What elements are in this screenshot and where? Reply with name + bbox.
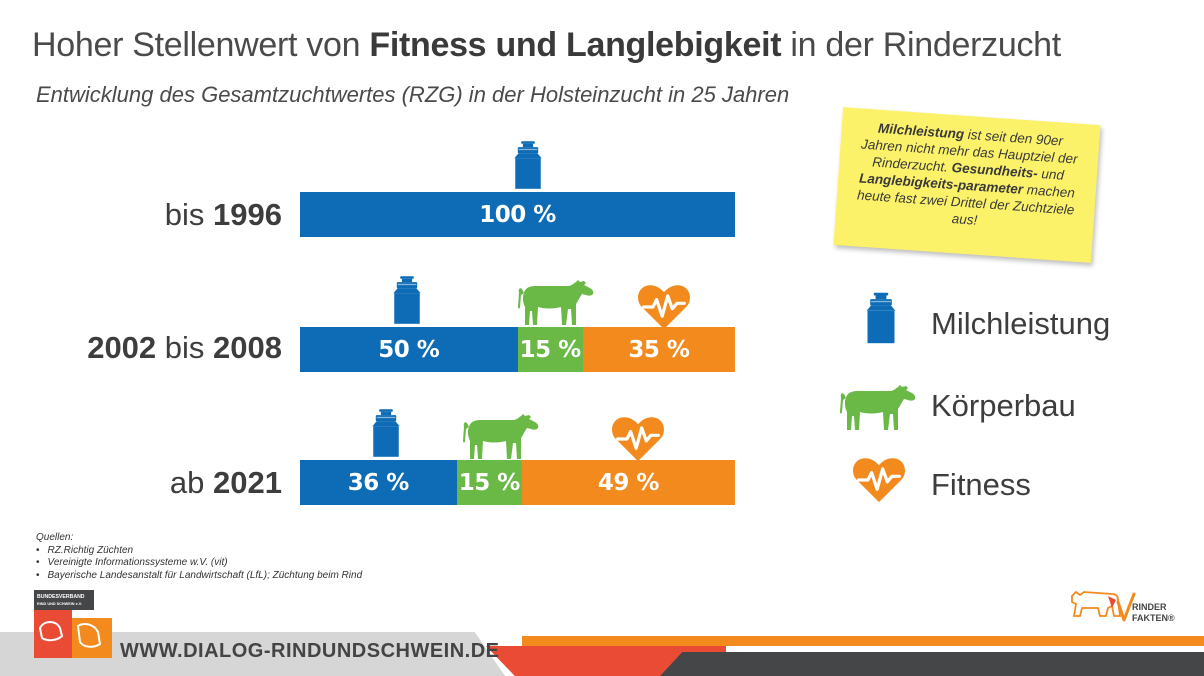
milk-can-icon bbox=[390, 271, 424, 329]
row-label-part: 1996 bbox=[213, 197, 282, 232]
sources-block: Quellen: RZ.Richtig Züchten Vereinigte I… bbox=[36, 532, 362, 582]
sources-list: RZ.Richtig Züchten Vereinigte Informatio… bbox=[36, 545, 363, 583]
cow-icon bbox=[461, 410, 541, 462]
cow-icon bbox=[516, 276, 596, 328]
legend-label-fitness: Fitness bbox=[931, 467, 1031, 502]
row-label-part: ab bbox=[169, 465, 214, 500]
milk-can-icon bbox=[511, 137, 545, 193]
data-label: 36 % bbox=[347, 469, 410, 496]
row-label-part: bis bbox=[156, 330, 214, 365]
heart-pulse-icon bbox=[610, 415, 666, 463]
info-sticky-note: Milchleistung ist seit den 90er Jahren n… bbox=[833, 107, 1101, 263]
title-text-bold: Fitness und Langlebigkeit bbox=[369, 26, 782, 64]
milk-can-icon bbox=[369, 404, 403, 462]
rinderfakten-logo: RINDER FAKTEN® bbox=[1071, 590, 1175, 623]
svg-text:RIND UND SCHWEIN e.V.: RIND UND SCHWEIN e.V. bbox=[37, 602, 82, 606]
legend-milk-can-icon bbox=[863, 289, 899, 347]
segment-koerperbau: 15 % bbox=[456, 460, 522, 505]
row-label-1996: bis 1996 bbox=[165, 197, 282, 233]
stacked-bar: 100 % bbox=[300, 192, 735, 237]
svg-text:BUNDESVERBAND: BUNDESVERBAND bbox=[37, 594, 85, 600]
data-label: 49 % bbox=[597, 469, 660, 496]
segment-koerperbau: 15 % bbox=[517, 327, 583, 372]
svg-text:RINDER: RINDER bbox=[1132, 602, 1167, 612]
data-label: 100 % bbox=[479, 201, 556, 228]
segment-milchleistung: 100 % bbox=[300, 192, 735, 237]
heart-pulse-icon bbox=[636, 283, 692, 331]
page-title: Hoher Stellenwert von Fitness und Langle… bbox=[32, 26, 1061, 65]
footer-accent-dark bbox=[660, 652, 1204, 676]
row-label-2002-2008: 2002 bis 2008 bbox=[87, 330, 282, 366]
segment-fitness: 49 % bbox=[521, 460, 735, 505]
data-label: 35 % bbox=[628, 336, 690, 363]
source-item: RZ.Richtig Züchten bbox=[36, 545, 362, 558]
data-label: 50 % bbox=[378, 336, 440, 363]
source-item: Bayerische Landesanstalt für Landwirtsch… bbox=[36, 570, 363, 583]
row-label-part: bis bbox=[164, 197, 214, 232]
title-text-1: Hoher Stellenwert von bbox=[32, 26, 370, 64]
row-label-2021: ab 2021 bbox=[170, 465, 282, 501]
segment-milchleistung: 36 % bbox=[300, 460, 457, 505]
segment-milchleistung: 50 % bbox=[300, 327, 518, 372]
legend-cow-icon bbox=[838, 380, 918, 434]
footer-accent-orange bbox=[522, 636, 1204, 646]
svg-text:FAKTEN®: FAKTEN® bbox=[1132, 613, 1175, 623]
data-label: 15 % bbox=[519, 336, 582, 363]
stacked-bar: 36 % 15 % 49 % bbox=[300, 460, 735, 505]
row-label-part: 2002 bbox=[87, 330, 157, 365]
legend-heart-pulse-icon bbox=[851, 456, 907, 504]
note-text: und bbox=[1037, 165, 1065, 183]
legend-label-koerperbau: Körperbau bbox=[931, 388, 1076, 423]
page-subtitle: Entwicklung des Gesamtzuchtwertes (RZG) … bbox=[36, 82, 790, 107]
sources-heading: Quellen: bbox=[36, 532, 74, 543]
website-link[interactable]: WWW.DIALOG-RINDUNDSCHWEIN.DE bbox=[120, 640, 500, 662]
stacked-bar: 50 % 15 % 35 % bbox=[300, 327, 735, 372]
row-label-part: 2008 bbox=[213, 330, 282, 365]
legend-label-milchleistung: Milchleistung bbox=[931, 306, 1111, 341]
segment-fitness: 35 % bbox=[582, 327, 735, 372]
source-item: Vereinigte Informationssysteme w.V. (vit… bbox=[36, 557, 362, 570]
title-text-2: in der Rinderzucht bbox=[781, 26, 1061, 64]
bundesverband-logo: BUNDESVERBAND RIND UND SCHWEIN e.V. bbox=[34, 590, 112, 658]
data-label: 15 % bbox=[458, 469, 521, 496]
row-label-part: 2021 bbox=[213, 465, 282, 500]
